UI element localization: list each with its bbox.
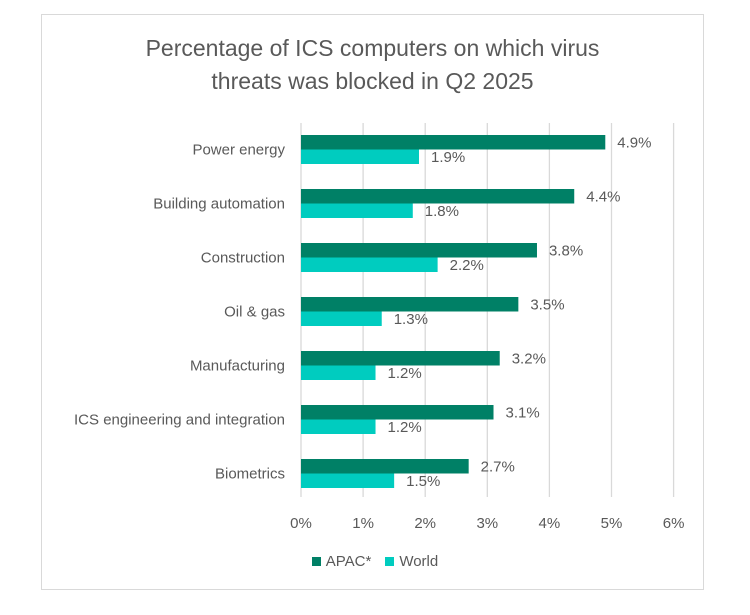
category-label: ICS engineering and integration [74,412,285,429]
bar-world [301,473,395,488]
data-label: 4.4% [586,188,620,205]
category-label: Manufacturing [190,358,285,375]
category-label: Construction [201,250,285,267]
chart-title-line-1: Percentage of ICS computers on which vir… [145,35,600,61]
data-label: 3.5% [530,296,564,313]
bar-world [301,257,438,272]
data-label: 3.8% [549,242,583,259]
legend-item-world: World [385,553,438,570]
legend-item-apac: APAC* [311,553,372,570]
bar-apac [301,351,500,366]
data-label: 1.2% [388,365,422,382]
category-label: Oil & gas [224,304,285,321]
chart-title-line-2: threats was blocked in Q2 2025 [211,68,534,94]
x-tick-label: 2% [414,515,436,532]
bar-apac [301,297,519,312]
bar-world [301,365,376,380]
x-tick-label: 1% [352,515,374,532]
data-label: 1.8% [425,203,459,220]
x-tick-label: 3% [476,515,498,532]
bar-apac [301,243,537,258]
data-label: 1.5% [406,473,440,490]
x-tick-label: 6% [663,515,685,532]
data-label: 4.9% [617,134,651,151]
legend-label-apac: APAC* [325,553,372,570]
data-label: 1.3% [394,311,428,328]
x-tick-label: 4% [539,515,561,532]
data-label: 1.9% [431,149,465,166]
legend: APAC* World [0,553,750,570]
bar-apac [301,135,606,150]
chart-title: Percentage of ICS computers on which vir… [41,32,704,98]
data-label: 2.7% [481,458,515,475]
bar-world [301,149,419,164]
legend-swatch-apac [311,557,321,566]
x-tick-label: 0% [290,515,312,532]
data-label: 1.2% [388,419,422,436]
data-label: 3.2% [512,350,546,367]
bar-world [301,203,413,218]
legend-swatch-world [385,557,395,566]
bar-world [301,311,382,326]
bar-apac [301,405,494,420]
bar-apac [301,189,575,204]
x-tick-label: 5% [601,515,623,532]
bar-apac [301,459,469,474]
bar-world [301,419,376,434]
legend-label-world: World [399,553,439,570]
data-label: 3.1% [506,404,540,421]
category-label: Power energy [192,142,285,159]
category-label: Building automation [153,196,285,213]
data-label: 2.2% [450,257,484,274]
category-label: Biometrics [215,466,285,483]
